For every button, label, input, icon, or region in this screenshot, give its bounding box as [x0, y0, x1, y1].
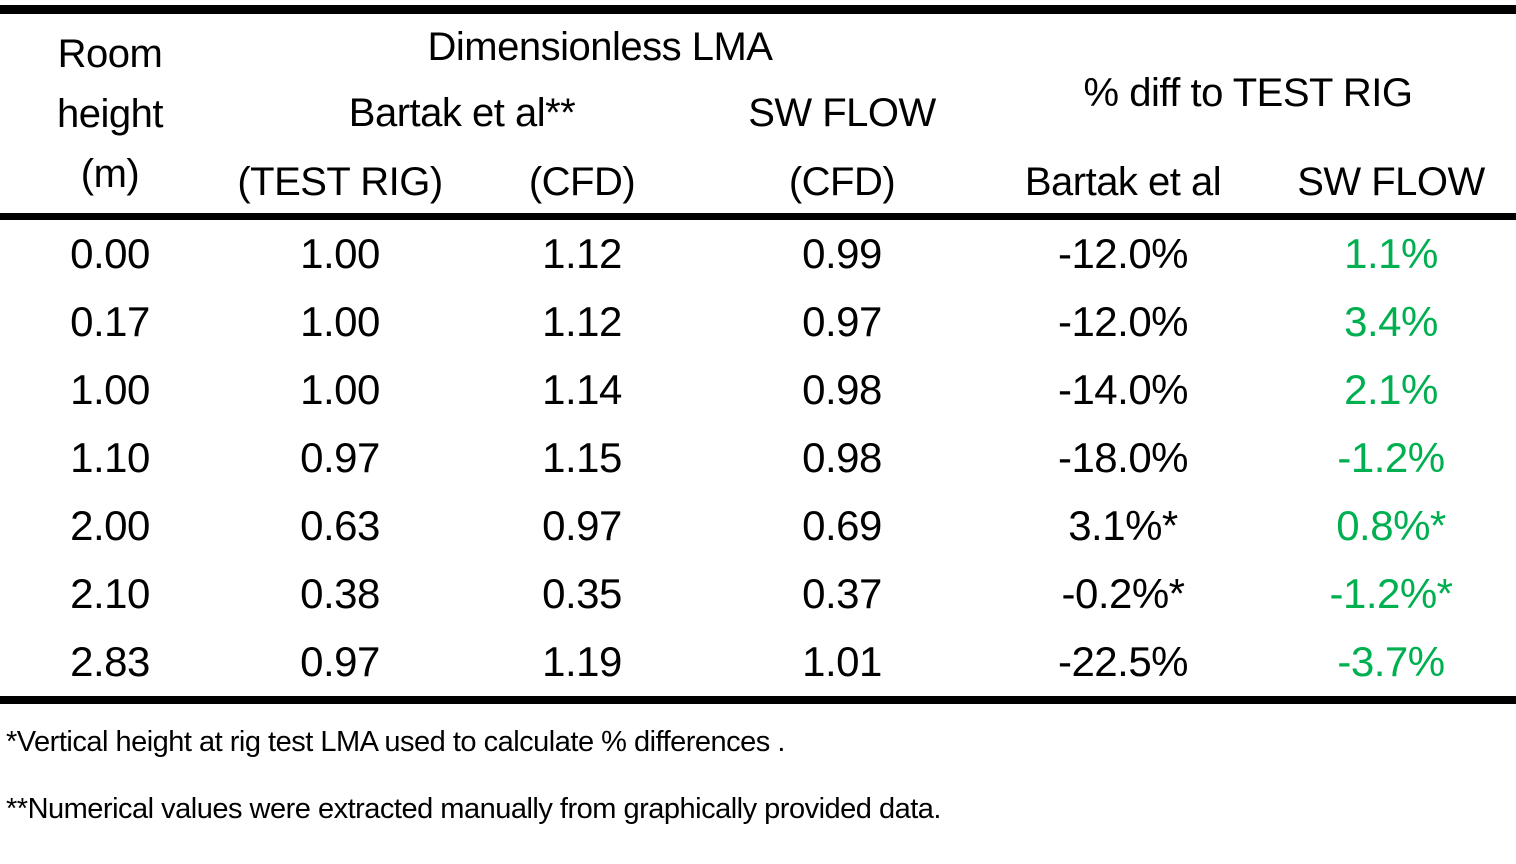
header-group-dimensionless-lma: Dimensionless LMA	[427, 24, 773, 69]
header-sub-cfd-bartak: (CFD)	[528, 160, 636, 204]
table-row: 0.17 1.00 1.12 0.97 -12.0% 3.4%	[0, 288, 1516, 356]
header-room-height-line1: Room	[57, 31, 163, 76]
cell-room-height: 2.83	[70, 638, 150, 685]
header-room-height-line2: height	[57, 91, 163, 136]
table-row: 2.00 0.63 0.97 0.69 3.1%* 0.8%*	[0, 492, 1516, 560]
cell-bartak-test-rig: 1.00	[300, 230, 380, 277]
cell-swflow-cfd: 0.98	[802, 434, 882, 481]
cell-diff-bartak: -22.5%	[1057, 638, 1189, 685]
cell-diff-swflow: 2.1%	[1344, 366, 1438, 413]
cell-bartak-cfd: 0.35	[542, 570, 622, 617]
cell-diff-swflow: 1.1%	[1344, 230, 1438, 277]
cell-bartak-test-rig: 1.00	[300, 366, 380, 413]
footnote-double-asterisk: **Numerical values were extracted manual…	[6, 793, 941, 825]
footnotes: *Vertical height at rig test LMA used to…	[0, 704, 1516, 827]
header-group-pct-diff: % diff to TEST RIG	[1083, 70, 1413, 115]
cell-diff-bartak: -0.2%*	[1061, 570, 1185, 617]
cell-room-height: 2.00	[70, 502, 150, 549]
header-sub-diff-swflow: SW FLOW	[1297, 160, 1485, 204]
table-row: 1.10 0.97 1.15 0.98 -18.0% -1.2%	[0, 424, 1516, 492]
cell-bartak-test-rig: 0.97	[300, 638, 380, 685]
cell-bartak-test-rig: 0.63	[300, 502, 380, 549]
cell-swflow-cfd: 0.97	[802, 298, 882, 345]
cell-diff-swflow: -1.2%	[1337, 434, 1445, 481]
lma-comparison-table: Room height (m) Dimensionless LMA % diff…	[0, 5, 1516, 704]
cell-bartak-test-rig: 0.97	[300, 434, 380, 481]
cell-swflow-cfd: 0.99	[802, 230, 882, 277]
cell-diff-bartak: -18.0%	[1057, 434, 1189, 481]
cell-room-height: 0.00	[70, 230, 150, 277]
cell-room-height: 0.17	[70, 298, 150, 345]
cell-diff-swflow: 3.4%	[1344, 298, 1438, 345]
cell-bartak-cfd: 1.12	[542, 230, 622, 277]
header-sub-test-rig: (TEST RIG)	[237, 160, 443, 204]
cell-swflow-cfd: 0.98	[802, 366, 882, 413]
cell-bartak-cfd: 1.19	[542, 638, 622, 685]
cell-room-height: 1.10	[70, 434, 150, 481]
table-row: 2.10 0.38 0.35 0.37 -0.2%* -1.2%*	[0, 560, 1516, 628]
cell-bartak-cfd: 1.14	[542, 366, 622, 413]
table-row: 1.00 1.00 1.14 0.98 -14.0% 2.1%	[0, 356, 1516, 424]
table-header: Room height (m) Dimensionless LMA % diff…	[0, 14, 1516, 220]
header-sub-cfd-swflow: (CFD)	[788, 160, 896, 204]
cell-bartak-cfd: 1.12	[542, 298, 622, 345]
cell-bartak-cfd: 1.15	[542, 434, 622, 481]
cell-diff-bartak: -12.0%	[1057, 230, 1189, 277]
cell-bartak-test-rig: 1.00	[300, 298, 380, 345]
cell-swflow-cfd: 1.01	[802, 638, 882, 685]
footnote-asterisk: *Vertical height at rig test LMA used to…	[6, 726, 785, 758]
cell-diff-bartak: -14.0%	[1057, 366, 1189, 413]
header-subgroup-bartak: Bartak et al**	[348, 90, 576, 135]
page: Room height (m) Dimensionless LMA % diff…	[0, 5, 1516, 827]
cell-diff-bartak: 3.1%*	[1068, 502, 1178, 549]
header-subgroup-swflow: SW FLOW	[748, 90, 936, 135]
cell-diff-swflow: -1.2%*	[1329, 570, 1453, 617]
table-row: 0.00 1.00 1.12 0.99 -12.0% 1.1%	[0, 220, 1516, 288]
table-row: 2.83 0.97 1.19 1.01 -22.5% -3.7%	[0, 628, 1516, 696]
cell-diff-swflow: 0.8%*	[1336, 502, 1446, 549]
cell-bartak-test-rig: 0.38	[300, 570, 380, 617]
table-body: 0.00 1.00 1.12 0.99 -12.0% 1.1% 0.17 1.0…	[0, 220, 1516, 696]
cell-bartak-cfd: 0.97	[542, 502, 622, 549]
cell-swflow-cfd: 0.69	[802, 502, 882, 549]
cell-swflow-cfd: 0.37	[802, 570, 882, 617]
cell-room-height: 2.10	[70, 570, 150, 617]
cell-diff-swflow: -3.7%	[1337, 638, 1445, 685]
header-sub-diff-bartak: Bartak et al	[1024, 160, 1222, 204]
cell-room-height: 1.00	[70, 366, 150, 413]
header-room-height-line3: (m)	[80, 151, 140, 196]
cell-diff-bartak: -12.0%	[1057, 298, 1189, 345]
header-room-height: Room height (m)	[0, 14, 220, 213]
